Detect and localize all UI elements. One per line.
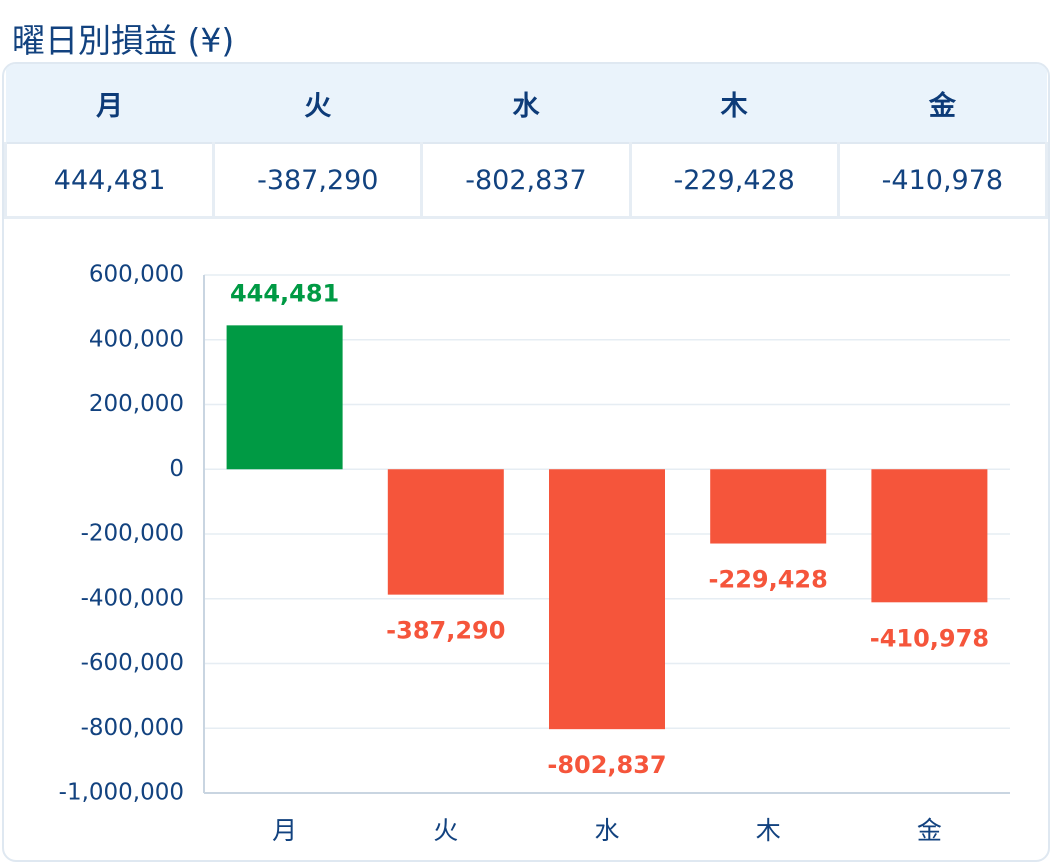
data-label: -802,837 <box>547 751 666 779</box>
x-tick-label: 木 <box>756 816 781 845</box>
table-cell: -387,290 <box>212 143 424 219</box>
page-title: 曜日別損益 (¥) <box>12 21 235 60</box>
table-body: 444,481 -387,290 -802,837 -229,428 -410,978 <box>4 143 1048 219</box>
header-cell: 金 <box>838 64 1047 144</box>
y-tick-label: -1,000,000 <box>59 780 184 806</box>
bar <box>549 469 665 730</box>
data-label: -229,428 <box>709 566 828 594</box>
table-cell: -802,837 <box>420 143 632 219</box>
table-cell: 444,481 <box>4 143 216 219</box>
header-cell: 木 <box>630 64 839 144</box>
bar <box>387 469 504 595</box>
table-row: 444,481 -387,290 -802,837 -229,428 -410,978 <box>4 143 1048 219</box>
x-tick-label: 水 <box>594 816 619 845</box>
bar <box>710 469 827 544</box>
y-tick-label: 400,000 <box>89 326 184 352</box>
card: 月火水木金 444,481 -387,290 -802,837 -229,428 -41… <box>2 62 1050 862</box>
y-tick-label: 0 <box>169 456 184 482</box>
summary-table: 月火水木金 444,481 -387,290 -802,837 -229,428 -41… <box>4 64 1048 219</box>
x-tick-label: 月 <box>272 816 297 845</box>
header-row: 月火水木金 <box>5 64 1047 144</box>
header-cell: 月 <box>5 64 214 144</box>
y-tick-label: -800,000 <box>81 715 184 741</box>
x-tick-label: 金 <box>917 816 942 845</box>
table-cell: -229,428 <box>628 143 840 219</box>
y-tick-label: -200,000 <box>81 521 184 547</box>
x-tick-label: 火 <box>433 816 458 845</box>
data-label: -387,290 <box>386 617 505 645</box>
table-cell: -410,978 <box>836 143 1048 219</box>
header-cell: 水 <box>421 64 631 144</box>
y-tick-label: 200,000 <box>89 391 184 417</box>
header-cell: 火 <box>213 64 422 144</box>
y-tick-label: -400,000 <box>81 585 184 611</box>
bar <box>871 469 988 603</box>
y-tick-label: -600,000 <box>81 650 184 676</box>
data-label: -410,978 <box>870 624 989 652</box>
y-tick-label: 600,000 <box>89 262 184 288</box>
bar <box>226 325 343 470</box>
data-label: 444,481 <box>230 279 339 307</box>
